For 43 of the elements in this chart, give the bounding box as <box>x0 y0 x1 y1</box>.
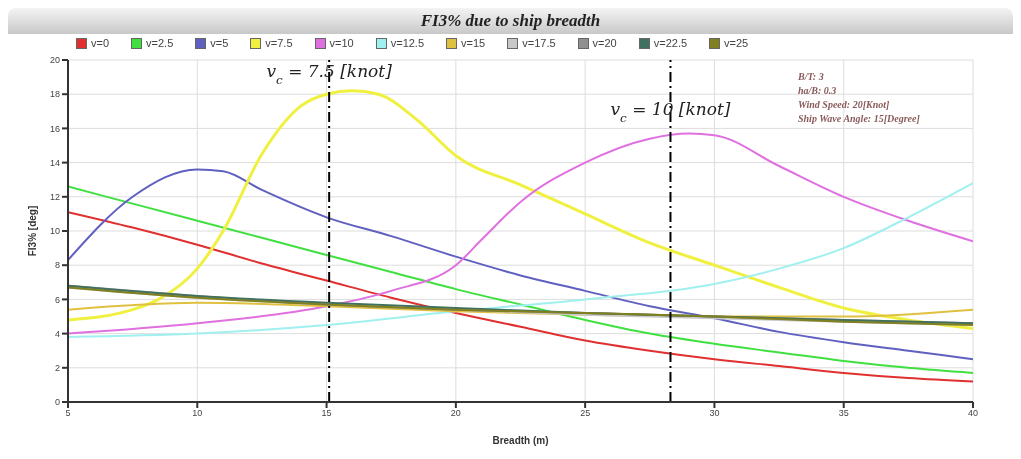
y-tick-label: 2 <box>54 362 60 373</box>
line-series <box>68 132 973 335</box>
y-tick-label: 16 <box>49 123 60 134</box>
y-tick-label: 14 <box>49 157 60 168</box>
annotation: v$_{c}$ = 10 [knot] <box>610 98 731 125</box>
legend-label: v=0 <box>90 37 110 49</box>
x-tick-label: 10 <box>192 408 203 419</box>
legend-label: v=5 <box>209 37 229 49</box>
legend-label: v=20 <box>591 37 617 49</box>
x-tick-label: 15 <box>321 408 332 419</box>
y-tick-label: 12 <box>49 192 60 202</box>
legend-label: v=17.5 <box>521 37 556 49</box>
x-tick-label: 30 <box>709 408 720 419</box>
y-tick-label: 4 <box>54 328 60 339</box>
annotation: B/T: 3 <box>798 70 825 84</box>
y-tick-label: 8 <box>54 260 60 271</box>
annotation: Wind Speed: 20[Knot] <box>798 98 891 112</box>
annotation: Ship Wave Angle: 15[Degree] <box>798 112 920 126</box>
x-axis-title: Breadth (m) <box>492 435 549 446</box>
line-series <box>68 211 973 383</box>
legend-label: v=25 <box>723 37 749 49</box>
y-tick-label: 6 <box>54 294 60 305</box>
x-tick-label: 35 <box>838 408 849 419</box>
chart-title: FI3% due to ship breadth <box>8 8 1013 34</box>
annotation: ha/B: 0.3 <box>798 84 838 98</box>
legend-label: v=22.5 <box>652 37 688 49</box>
y-tick-label: 20 <box>49 55 60 66</box>
legend-label: v=10 <box>328 37 354 49</box>
x-tick-label: 40 <box>967 408 979 419</box>
y-axis-title: FI3% [deg] <box>26 205 38 257</box>
y-tick-label: 10 <box>49 226 60 237</box>
x-tick-label: 20 <box>450 408 461 419</box>
line-series <box>68 89 973 330</box>
y-tick-label: 0 <box>54 397 60 408</box>
y-tick-label: 18 <box>49 89 60 100</box>
legend-label: v=15 <box>460 37 486 49</box>
legend-label: v=7.5 <box>264 37 293 49</box>
legend-label: v=12.5 <box>389 37 425 49</box>
x-tick-label: 5 <box>65 408 71 419</box>
line-series <box>68 182 973 339</box>
annotation: v$_{c}$ = 7.5 [knot] <box>266 61 393 88</box>
legend-label: v=2.5 <box>145 37 174 49</box>
x-tick-label: 25 <box>580 408 591 419</box>
